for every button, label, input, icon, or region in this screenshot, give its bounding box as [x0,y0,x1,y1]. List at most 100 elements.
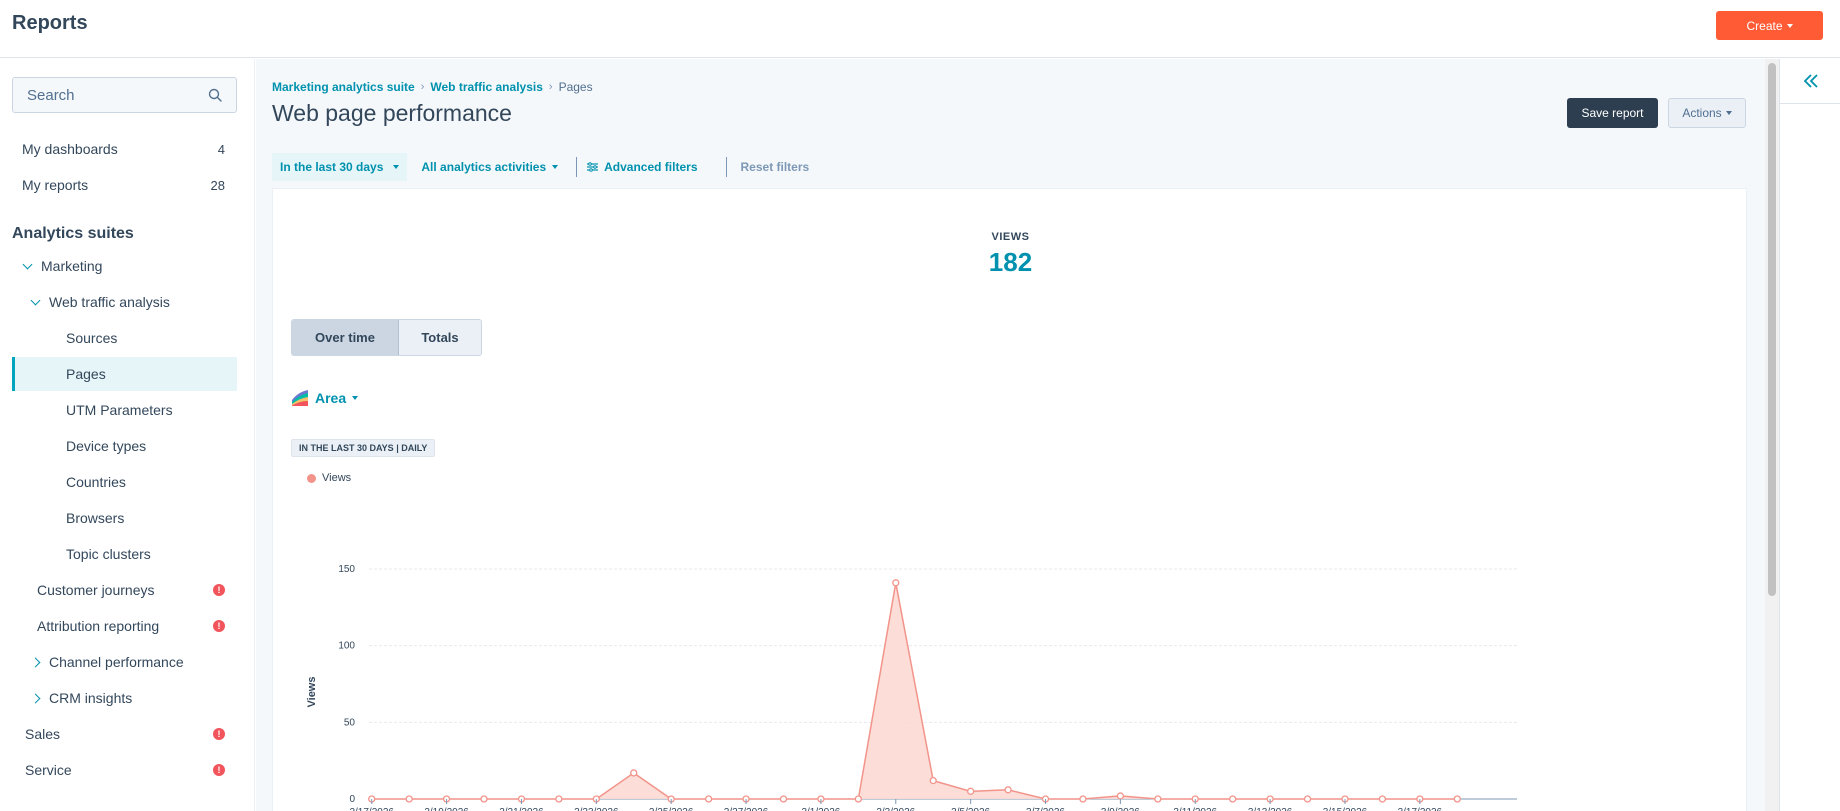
sidebar-item-label: Channel performance [49,654,184,670]
chevron-right-icon: › [548,81,553,93]
create-button-label: Create [1746,18,1783,33]
report-card: VIEWS 182 Over time Totals Area IN THE L… [272,188,1747,811]
data-point [929,776,937,785]
sidebar-item-marketing[interactable]: Marketing [12,249,237,283]
period-tag: IN THE LAST 30 DAYS | DAILY [291,439,436,457]
activities-filter[interactable]: All analytics activities [413,153,566,181]
sidebar-item-device-types[interactable]: Device types [12,429,237,463]
sidebar-item-service[interactable]: Service ! [12,753,237,787]
data-point [1229,795,1237,803]
scrollbar[interactable] [1765,59,1779,811]
chevron-right-icon: › [420,81,425,93]
x-tick-label: 2/27/2026 [724,807,769,811]
sidebar-item-label: Sales [25,726,61,742]
sidebar-item-label: Attribution reporting [37,618,160,634]
legend-label: Views [322,472,352,484]
sidebar-item-sources[interactable]: Sources [12,321,237,355]
chart-legend[interactable]: Views [307,472,351,484]
chevron-down-icon [30,295,41,305]
chevron-down-icon [22,259,33,269]
sidebar-item-pages[interactable]: Pages [12,357,237,391]
sidebar-item-channel-performance[interactable]: Channel performance [12,645,237,679]
sidebar-item-label: Device types [66,438,147,454]
x-tick-label: 2/23/2026 [574,807,619,811]
data-point [1303,795,1312,803]
sidebar-item-label: Service [25,762,72,778]
area-chart-icon [292,390,308,406]
warning-icon: ! [213,620,225,632]
chart-type-selector[interactable]: Area [291,389,359,407]
x-tick-label: 3/3/2026 [876,807,915,811]
sidebar-item-label: My dashboards [22,141,118,157]
x-tick-label: 2/25/2026 [649,807,694,811]
create-button[interactable]: Create [1716,11,1823,40]
toggle-over-time[interactable]: Over time [292,320,399,355]
sidebar-item-label: UTM Parameters [66,402,173,418]
date-range-filter[interactable]: In the last 30 days [272,153,408,181]
search-input[interactable] [13,78,203,112]
section-title-analytics-suites: Analytics suites [12,225,134,242]
collapse-panel-icon[interactable] [1803,73,1819,89]
data-point [854,795,862,803]
x-tick-label: 3/15/2026 [1323,807,1368,811]
caret-down-icon [552,165,559,169]
advanced-filters-button[interactable]: Advanced filters [587,153,705,181]
kpi-value: 182 [988,247,1033,277]
sidebar-item-my-dashboards[interactable]: My dashboards 4 [12,132,237,166]
data-point [967,787,975,795]
sidebar-item-utm-parameters[interactable]: UTM Parameters [12,393,237,427]
x-tick-label: 2/21/2026 [499,807,544,811]
x-tick-label: 3/7/2026 [1026,807,1065,811]
chart-type-label: Area [315,390,347,406]
caret-down-icon [352,396,359,400]
divider [725,157,727,177]
breadcrumb-link-suite[interactable]: Marketing analytics suite [272,80,415,94]
search-icon[interactable] [208,88,222,102]
sidebar-item-topic-clusters[interactable]: Topic clusters [12,537,237,571]
actions-button[interactable]: Actions [1668,98,1746,128]
advanced-filters-label: Advanced filters [604,160,698,174]
page-title: Web page performance [272,100,512,126]
x-tick-label: 3/5/2026 [951,807,990,811]
scrollbar-thumb[interactable] [1768,63,1776,596]
sidebar-item-label: CRM insights [49,690,133,706]
warning-icon: ! [213,584,225,596]
data-point [1079,795,1087,803]
y-axis-label: Views [306,677,318,708]
save-report-button[interactable]: Save report [1567,98,1658,128]
area-fill [371,582,1458,799]
sidebar-item-label: Browsers [66,510,125,526]
sidebar-item-my-reports[interactable]: My reports 28 [12,168,237,202]
warning-icon: ! [213,764,225,776]
area-chart: 0 50 100 150 Views 2/17/2026 2/19/2026 2/21/202… [306,564,1517,811]
sidebar-item-crm-insights[interactable]: CRM insights [12,681,237,715]
x-tick-label: 3/13/2026 [1248,807,1293,811]
breadcrumb-link-web-traffic[interactable]: Web traffic analysis [430,80,543,94]
filter-bar: In the last 30 days All analytics activi… [272,153,817,181]
sidebar-item-browsers[interactable]: Browsers [12,501,237,535]
data-point [704,795,713,803]
divider [576,157,578,177]
x-tick-label: 3/17/2026 [1398,807,1443,811]
reset-filters-button[interactable]: Reset filters [740,160,810,174]
app-title: Reports [12,12,88,34]
sidebar-item-label: My reports [22,177,89,193]
sidebar-item-sales[interactable]: Sales ! [12,717,237,751]
sidebar-item-attribution-reporting[interactable]: Attribution reporting ! [12,609,237,643]
breadcrumb-current: Pages [558,80,593,94]
sidebar-item-count: 28 [210,177,225,193]
sidebar-item-customer-journeys[interactable]: Customer journeys ! [12,573,237,607]
sidebar-item-countries[interactable]: Countries [12,465,237,499]
caret-down-icon [393,165,400,169]
filter-sliders-icon [587,162,599,172]
y-tick-label: 100 [338,641,355,652]
main-content: Marketing analytics suite › Web traffic … [256,59,1765,811]
data-point [405,795,413,803]
right-panel [1779,59,1840,811]
data-point [1453,795,1461,803]
sidebar-item-label: Customer journeys [37,582,155,598]
date-range-filter-label: In the last 30 days [280,160,384,174]
sidebar-item-web-traffic-analysis[interactable]: Web traffic analysis [12,285,237,319]
toggle-totals[interactable]: Totals [399,320,481,355]
y-tick-label: 150 [338,564,355,575]
